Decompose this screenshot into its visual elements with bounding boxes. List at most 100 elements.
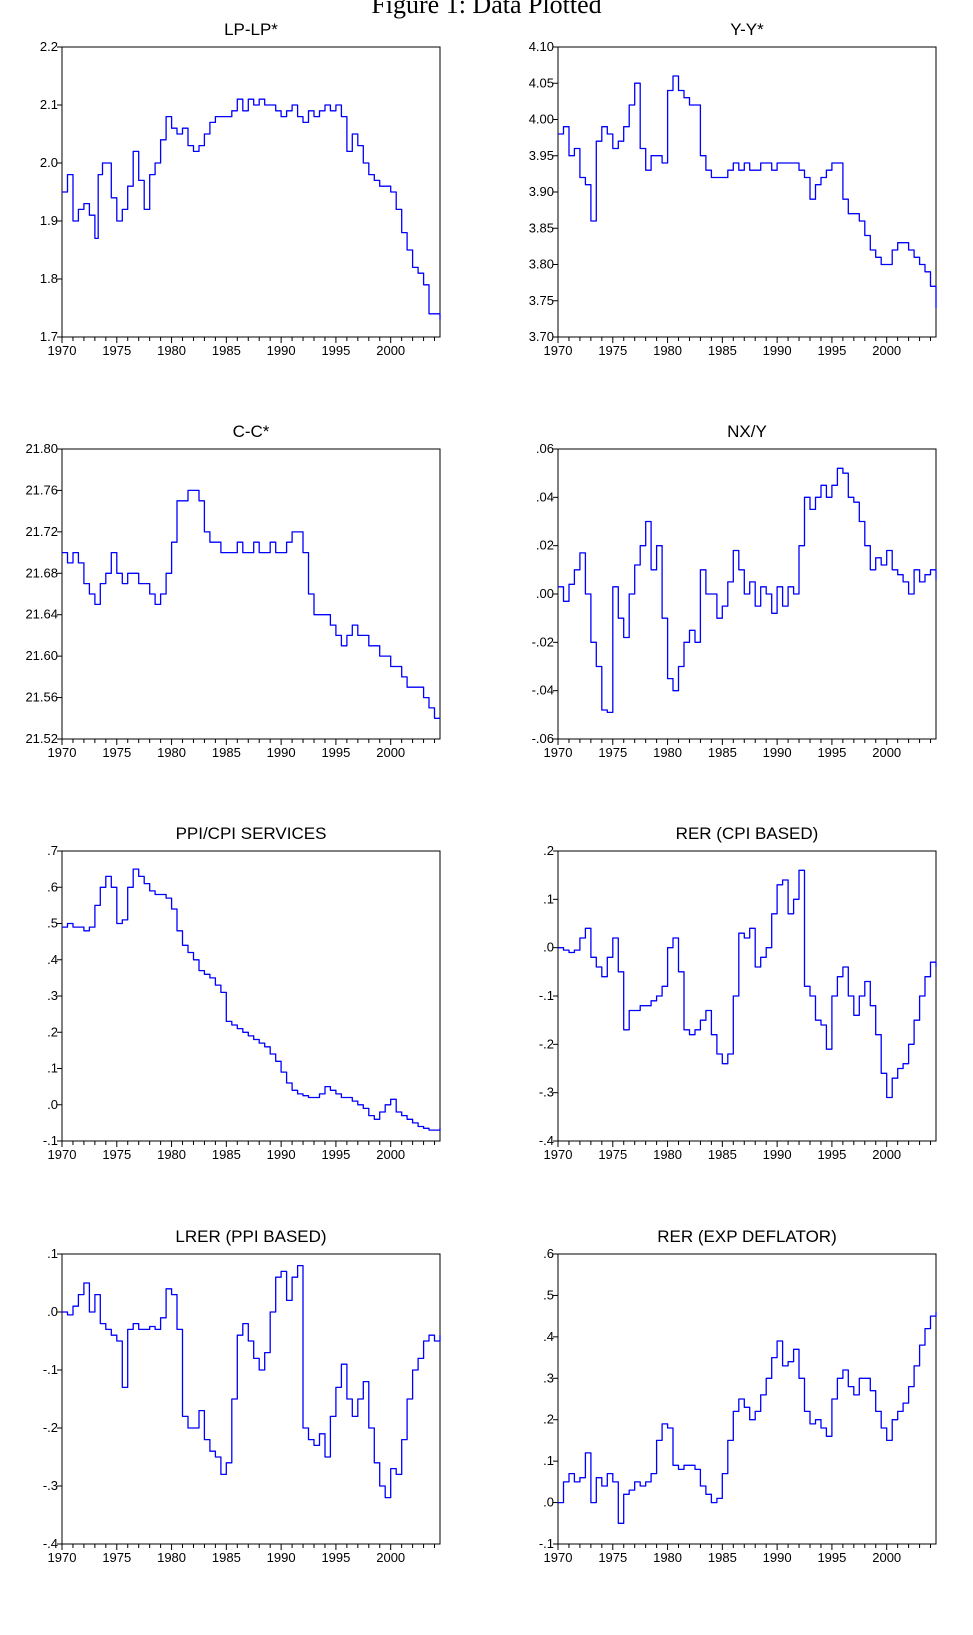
y-tick-label: 2.0 <box>40 155 58 170</box>
y-tick-label: 1.8 <box>40 271 58 286</box>
y-tick-label: 2.1 <box>40 97 58 112</box>
x-tick-label: 1970 <box>544 343 573 358</box>
y-tick-label: 21.52 <box>25 731 58 746</box>
y-tick-label: .02 <box>536 538 554 553</box>
y-tick-label: 21.64 <box>25 607 58 622</box>
x-tick-label: 1975 <box>598 1550 627 1565</box>
y-tick-label: 21.68 <box>25 565 58 580</box>
x-tick-label: 1975 <box>598 1147 627 1162</box>
chart-panel-6: RER (CPI BASED) -.4 -.3 -.2 -.1 .0 .1 .2 1970 197… <box>539 824 937 1162</box>
y-tick-label: 4.00 <box>529 112 554 127</box>
x-tick-label: 2000 <box>376 745 405 760</box>
y-tick-label: 3.75 <box>529 293 554 308</box>
y-tick-label: 3.85 <box>529 220 554 235</box>
x-tick-label: 1995 <box>817 745 846 760</box>
plot-frame <box>61 1253 441 1545</box>
y-tick-label: -.3 <box>43 1478 58 1493</box>
series-line <box>558 1312 937 1524</box>
chart-panel-2: Y-Y* 3.70 3.75 3.80 3.85 3.90 3.95 4.00 4.05 4.10… <box>529 20 937 358</box>
y-tick-label: -.06 <box>532 731 554 746</box>
y-tick-label: .5 <box>543 1287 554 1302</box>
chart-title: NX/Y <box>727 422 767 441</box>
x-tick-label: 1980 <box>653 745 682 760</box>
x-tick-label: 1970 <box>48 745 77 760</box>
x-tick-label: 1980 <box>157 1147 186 1162</box>
chart-panel-1: LP-LP* 1.7 1.8 1.9 2.0 2.1 2.2 1970 1975 1980 1985… <box>40 20 441 358</box>
x-tick-label: 1980 <box>157 343 186 358</box>
y-tick-label: 21.56 <box>25 690 58 705</box>
y-tick-label: 3.90 <box>529 184 554 199</box>
y-tick-label: .6 <box>543 1246 554 1261</box>
x-tick-label: 2000 <box>872 745 901 760</box>
y-tick-label: -.04 <box>532 683 554 698</box>
x-tick-label: 1980 <box>653 343 682 358</box>
y-tick-label: -.1 <box>539 988 554 1003</box>
series-line <box>62 98 441 320</box>
x-tick-label: 1975 <box>598 745 627 760</box>
x-tick-label: 1990 <box>763 1147 792 1162</box>
y-tick-label: -.2 <box>539 1036 554 1051</box>
x-tick-label: 1975 <box>102 1550 131 1565</box>
chart-panel-3: C-C* 21.52 21.56 21.60 21.64 21.68 21.72 21.76 2… <box>25 422 441 760</box>
x-tick-label: 1970 <box>48 1550 77 1565</box>
y-tick-label: 3.70 <box>529 329 554 344</box>
x-tick-label: 1985 <box>212 343 241 358</box>
x-tick-label: 1970 <box>544 1550 573 1565</box>
x-tick-label: 1970 <box>544 745 573 760</box>
series-line <box>558 869 937 1099</box>
chart-title: LP-LP* <box>224 20 278 39</box>
chart-title: C-C* <box>233 422 270 441</box>
y-tick-label: -.1 <box>539 1536 554 1551</box>
series-line <box>62 489 440 719</box>
y-tick-label: .04 <box>536 489 554 504</box>
x-tick-label: 1985 <box>708 1147 737 1162</box>
x-tick-label: 1990 <box>763 745 792 760</box>
y-tick-label: .6 <box>47 879 58 894</box>
x-tick-label: 2000 <box>872 1147 901 1162</box>
x-tick-label: 1975 <box>102 343 131 358</box>
chart-title: RER (EXP DEFLATOR) <box>657 1227 836 1246</box>
x-tick-label: 1995 <box>321 745 350 760</box>
x-tick-label: 1995 <box>817 343 846 358</box>
x-tick-label: 1995 <box>817 1550 846 1565</box>
chart-panel-4: NX/Y -.06 -.04 -.02 .00 .02 .04 .06 1970 1975 1980… <box>532 422 937 760</box>
y-tick-label: -.4 <box>43 1536 58 1551</box>
y-tick-label: .3 <box>47 988 58 1003</box>
x-tick-label: 2000 <box>376 1147 405 1162</box>
x-tick-label: 1970 <box>48 1147 77 1162</box>
plot-frame <box>557 850 937 1142</box>
y-tick-label: -.1 <box>43 1133 58 1148</box>
x-tick-label: 2000 <box>376 1550 405 1565</box>
y-tick-label: .4 <box>543 1329 554 1344</box>
series-line <box>558 75 937 308</box>
chart-title: RER (CPI BASED) <box>676 824 819 843</box>
x-tick-label: 1975 <box>598 343 627 358</box>
y-tick-label: .4 <box>47 952 58 967</box>
x-tick-label: 1990 <box>267 1147 296 1162</box>
chart-panel-8: RER (EXP DEFLATOR) -.1 .0 .1 .2 .3 .4 .5 .6 1970 1… <box>539 1227 937 1565</box>
chart-title: LRER (PPI BASED) <box>175 1227 326 1246</box>
x-tick-label: 1975 <box>102 1147 131 1162</box>
x-tick-label: 1980 <box>157 745 186 760</box>
y-tick-label: -.3 <box>539 1085 554 1100</box>
x-tick-label: 1985 <box>708 343 737 358</box>
y-tick-label: -.02 <box>532 634 554 649</box>
plot-frame <box>61 850 441 1142</box>
y-tick-label: .1 <box>543 891 554 906</box>
series-line <box>62 868 441 1131</box>
y-tick-label: 21.60 <box>25 648 58 663</box>
y-tick-label: .3 <box>543 1370 554 1385</box>
x-tick-label: 2000 <box>872 343 901 358</box>
x-tick-label: 2000 <box>376 343 405 358</box>
plot-frame <box>557 1253 937 1545</box>
x-tick-label: 1995 <box>321 343 350 358</box>
y-tick-label: .2 <box>47 1024 58 1039</box>
plot-frame <box>61 46 441 338</box>
y-tick-label: 21.80 <box>25 441 58 456</box>
y-tick-label: 21.72 <box>25 524 58 539</box>
chart-title: Y-Y* <box>730 20 764 39</box>
x-tick-label: 1995 <box>321 1550 350 1565</box>
y-tick-label: .2 <box>543 843 554 858</box>
plot-frame <box>557 46 937 338</box>
y-tick-label: .0 <box>543 1495 554 1510</box>
